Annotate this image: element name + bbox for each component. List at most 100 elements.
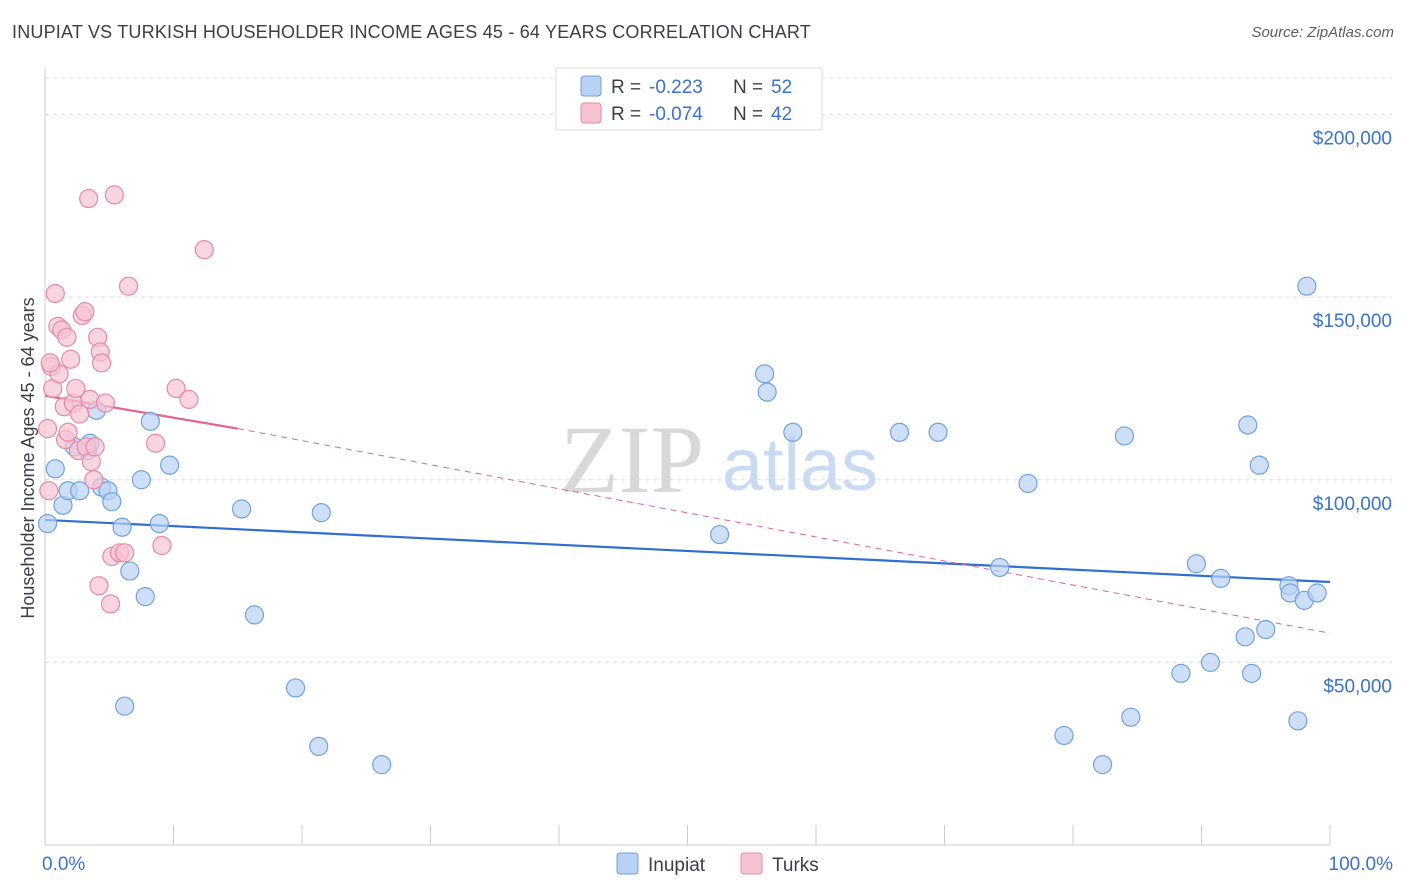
watermark-zip: ZIP	[560, 406, 704, 513]
point-turks	[145, 433, 166, 453]
legend-swatch-inupiat	[580, 75, 602, 97]
point-inupiat	[757, 382, 777, 402]
legend-r-label-2: R =	[611, 104, 641, 125]
y-tick-label: $100,000	[1313, 494, 1392, 515]
point-turks	[89, 576, 109, 596]
point-inupiat	[1307, 583, 1327, 603]
point-turks	[37, 419, 58, 439]
y-tick-label: $150,000	[1313, 311, 1392, 332]
point-inupiat	[311, 503, 331, 523]
point-turks	[100, 594, 121, 614]
bottom-legend: Inupiat Turks	[616, 852, 819, 876]
legend-r-value-1: -0.223	[649, 77, 703, 98]
point-inupiat	[1054, 725, 1074, 746]
point-inupiat	[1238, 415, 1258, 435]
x-tick-labels: 0.0% 100.0%	[42, 854, 1393, 875]
point-inupiat	[1186, 554, 1206, 574]
point-inupiat	[1211, 568, 1231, 588]
y-tick-label: $50,000	[1323, 676, 1392, 697]
point-inupiat	[928, 422, 948, 442]
point-inupiat	[232, 499, 252, 519]
point-turks	[95, 393, 115, 413]
point-turks	[61, 349, 81, 369]
point-inupiat	[889, 422, 910, 442]
data-points	[37, 185, 1327, 775]
legend-n-label-1: N =	[733, 77, 763, 98]
legend-n-label-2: N =	[733, 104, 763, 125]
y-tick-label: $200,000	[1313, 129, 1392, 150]
chart-title: INUPIAT VS TURKISH HOUSEHOLDER INCOME AG…	[12, 22, 811, 42]
point-inupiat	[131, 470, 151, 490]
point-turks	[179, 389, 199, 410]
point-turks	[152, 535, 172, 556]
point-turks	[84, 470, 104, 490]
point-inupiat	[1235, 627, 1255, 647]
bottom-legend-swatch-turks	[740, 852, 763, 875]
point-turks	[104, 185, 124, 205]
point-turks	[115, 543, 135, 563]
point-inupiat	[285, 678, 306, 698]
point-inupiat	[1297, 276, 1317, 296]
point-inupiat	[1018, 473, 1038, 494]
point-inupiat	[1249, 455, 1269, 475]
point-inupiat	[1242, 663, 1262, 683]
point-inupiat	[754, 364, 775, 384]
point-inupiat	[102, 492, 122, 512]
watermark: ZIP atlas	[560, 406, 878, 513]
point-inupiat	[1171, 663, 1191, 683]
point-turks	[194, 240, 214, 260]
x-tick-label: 0.0%	[42, 854, 85, 875]
point-inupiat	[1288, 711, 1308, 731]
point-turks	[45, 283, 65, 304]
point-inupiat	[112, 517, 132, 537]
point-inupiat	[45, 459, 65, 479]
bottom-legend-label-turks: Turks	[772, 855, 819, 876]
point-inupiat	[1092, 755, 1113, 775]
trend-line-inupiat	[44, 518, 1331, 584]
point-turks	[70, 404, 90, 424]
point-turks	[39, 481, 59, 501]
point-turks	[166, 378, 186, 399]
y-tick-labels: $50,000 $100,000 $150,000 $200,000	[1313, 129, 1392, 698]
point-turks	[57, 327, 77, 347]
point-inupiat	[140, 411, 160, 431]
point-turks	[66, 378, 86, 399]
point-inupiat	[70, 481, 90, 501]
legend-n-value-2: 42	[771, 104, 792, 125]
bottom-legend-label-inupiat: Inupiat	[648, 855, 706, 876]
point-turks	[58, 422, 78, 442]
point-inupiat	[783, 422, 803, 442]
y-axis-title: Householder Income Ages 45 - 64 years	[18, 297, 38, 618]
source-credit: Source: ZipAtlas.com	[1251, 24, 1394, 41]
point-turks	[40, 353, 60, 373]
point-inupiat	[990, 557, 1010, 578]
point-turks	[79, 188, 99, 209]
x-tick-label: 100.0%	[1329, 854, 1394, 875]
legend-swatch-turks	[580, 102, 602, 124]
point-inupiat	[120, 561, 140, 581]
axes	[44, 68, 1331, 846]
point-inupiat	[160, 455, 180, 475]
point-inupiat	[1256, 619, 1276, 640]
point-turks	[118, 276, 139, 296]
legend-r-label-1: R =	[611, 77, 641, 98]
point-inupiat	[1121, 707, 1141, 727]
point-inupiat	[710, 524, 730, 545]
bottom-legend-swatch-inupiat	[616, 852, 639, 875]
point-inupiat	[372, 755, 392, 775]
point-inupiat	[149, 513, 169, 534]
legend: R = -0.223 N = 52 R = -0.074 N = 42	[555, 67, 823, 131]
legend-r-value-2: -0.074	[649, 104, 703, 125]
point-inupiat	[1114, 426, 1135, 446]
point-turks	[91, 353, 112, 373]
legend-n-value-1: 52	[771, 77, 792, 98]
point-turks	[75, 302, 95, 322]
point-inupiat	[135, 587, 155, 607]
trend-extension-turks	[237, 428, 1331, 634]
point-inupiat	[1200, 652, 1221, 672]
point-turks	[85, 437, 105, 457]
point-inupiat	[115, 696, 135, 716]
point-inupiat	[244, 605, 265, 625]
point-inupiat	[309, 736, 329, 756]
